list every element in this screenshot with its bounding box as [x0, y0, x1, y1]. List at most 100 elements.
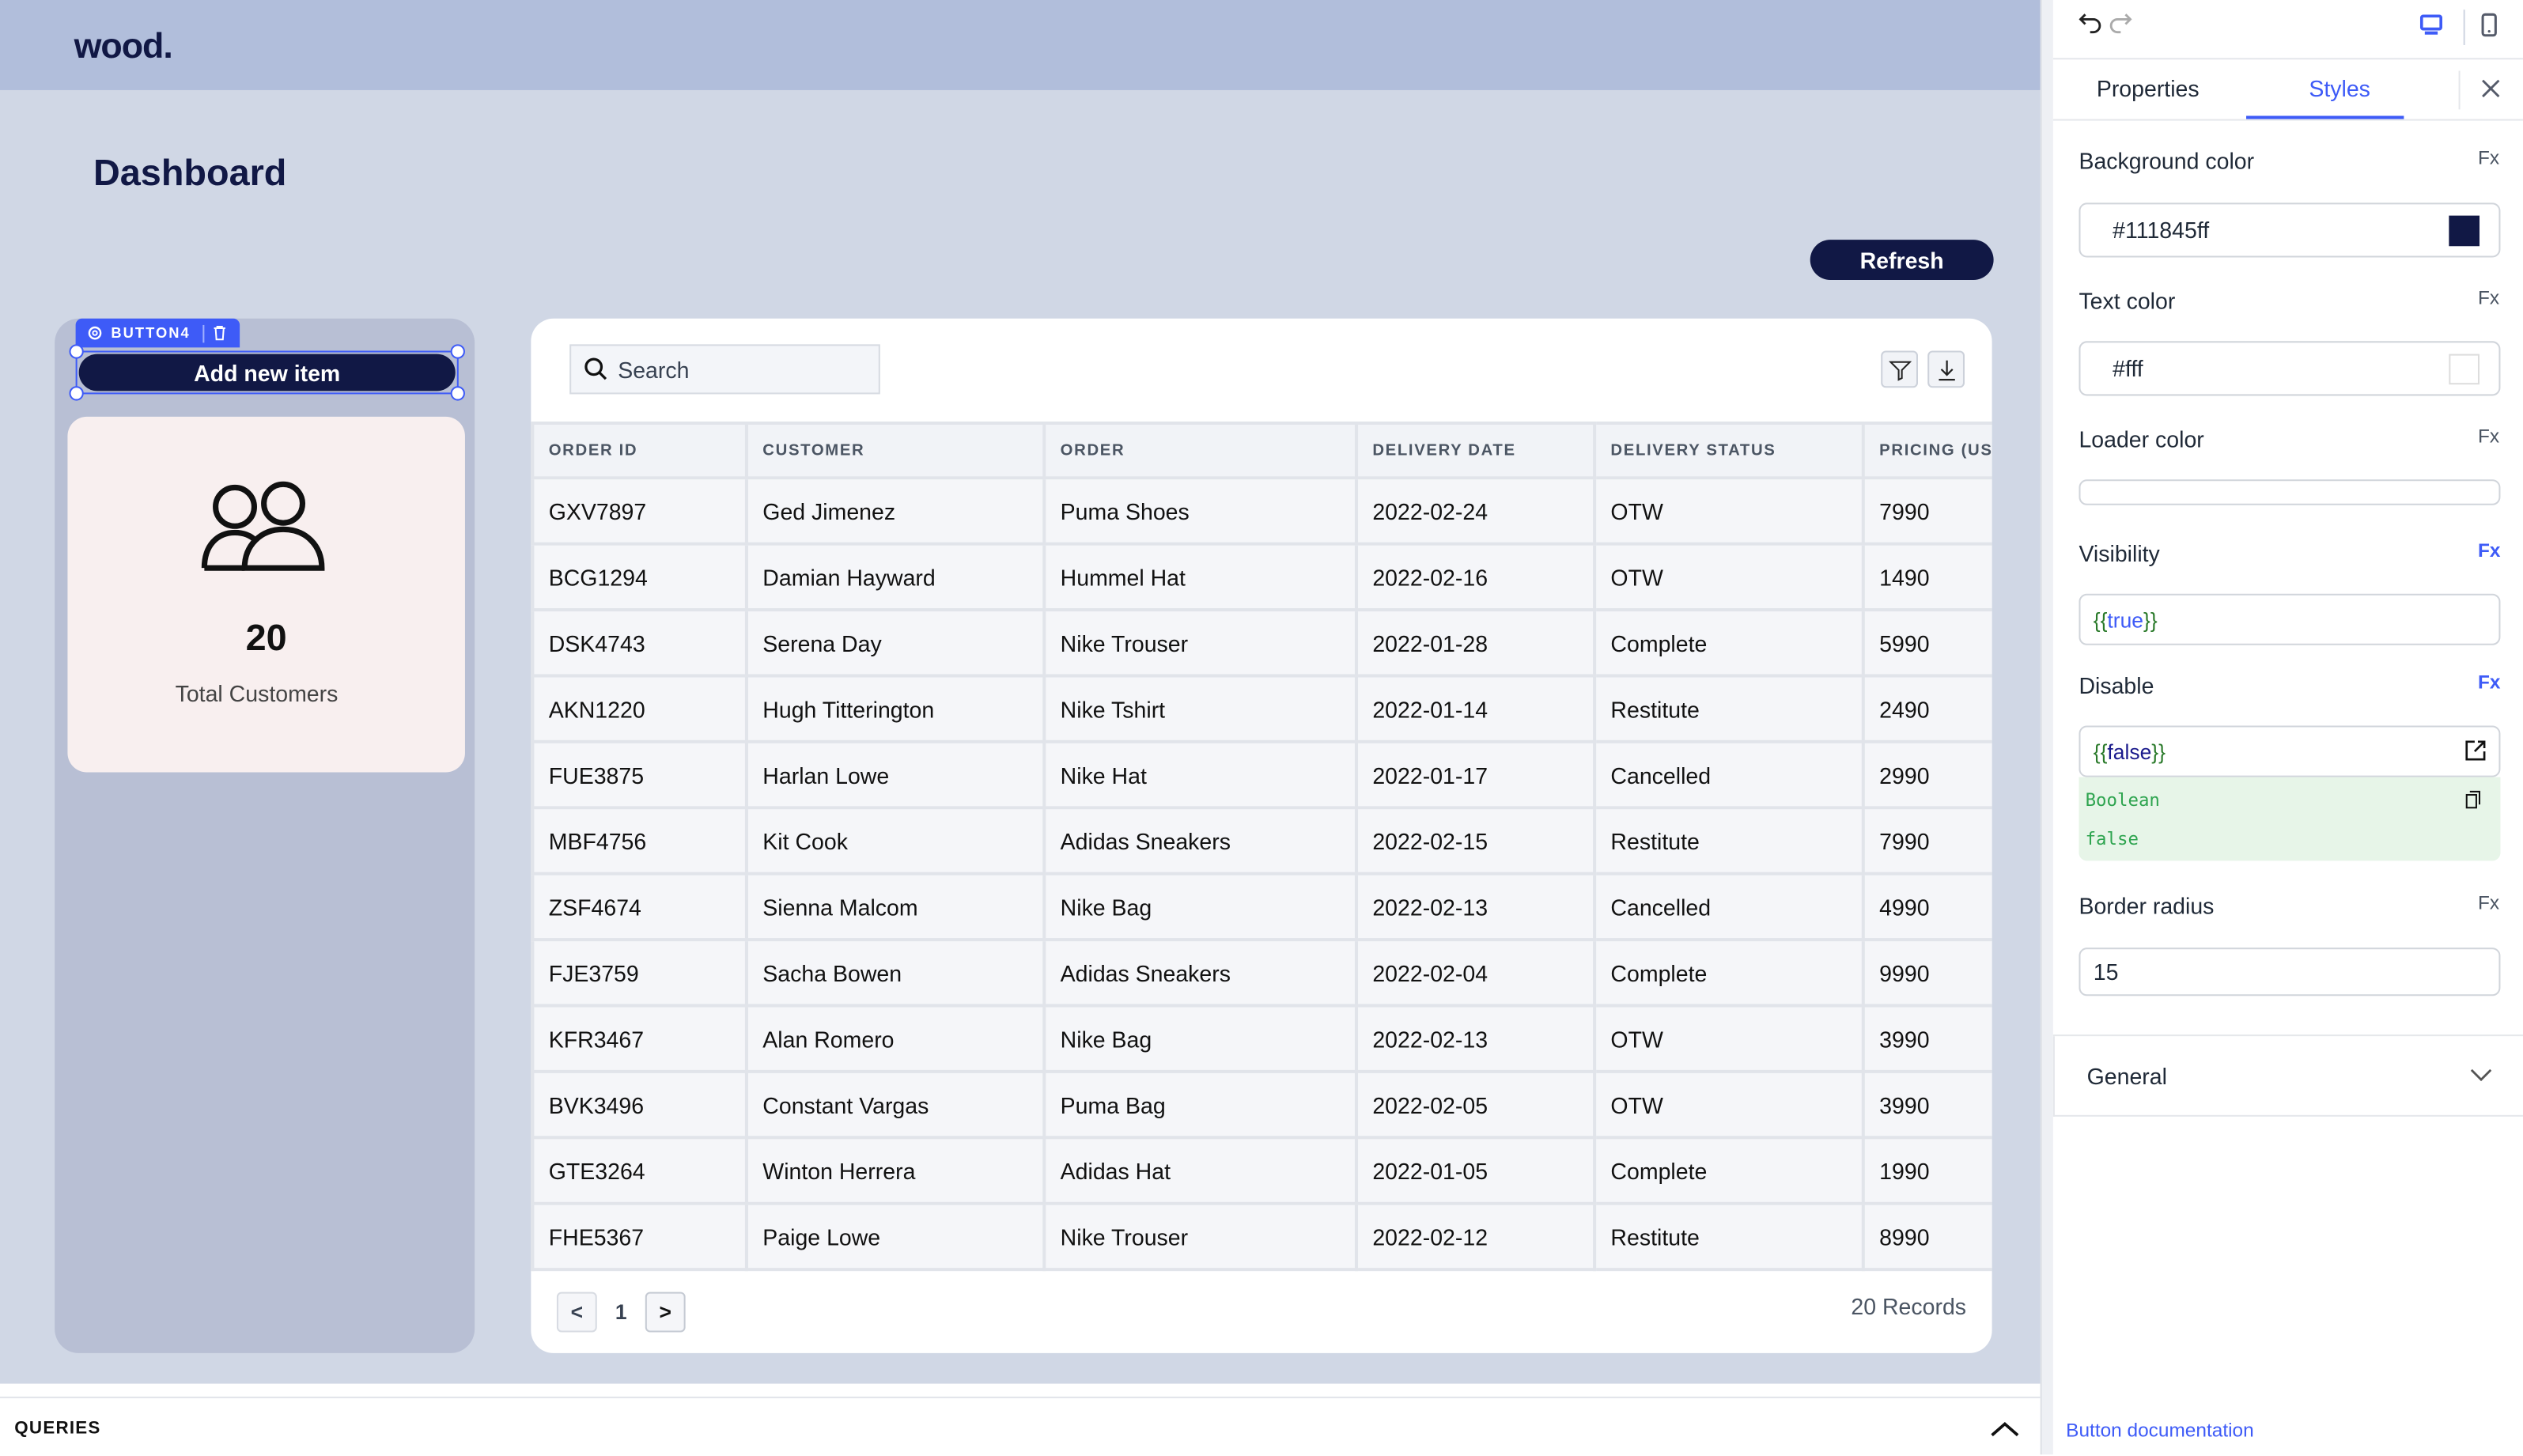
color-swatch[interactable]	[2449, 354, 2480, 385]
table-row[interactable]: GTE3264 Winton Herrera Adidas Hat 2022-01-0…	[531, 1136, 1992, 1205]
table-cell: Constant Vargas	[744, 1069, 1046, 1140]
table-row[interactable]: BCG1294 Damian Hayward Hummel Hat 2022-02-1…	[531, 542, 1992, 612]
table-cell: 2022-01-05	[1354, 1136, 1597, 1205]
color-swatch[interactable]	[2449, 215, 2480, 247]
column-header[interactable]: ORDER	[1042, 422, 1359, 480]
component-name: BUTTON4	[111, 324, 191, 342]
visibility-field[interactable]: {{true}}	[2079, 593, 2501, 645]
download-icon	[1938, 359, 1954, 380]
table-cell: 2022-02-15	[1354, 806, 1597, 875]
filter-icon	[1888, 360, 1911, 380]
disable-field[interactable]: {{false}}	[2079, 725, 2501, 777]
app-header: wood.	[0, 0, 2041, 90]
text-color-value: #fff	[2113, 355, 2143, 382]
table-row[interactable]: MBF4756 Kit Cook Adidas Sneakers 2022-02-15…	[531, 806, 1992, 875]
close-icon[interactable]	[2481, 79, 2500, 98]
table-cell: 5990	[1861, 608, 1992, 678]
fx-toggle[interactable]: Fx	[2477, 146, 2500, 169]
table-row[interactable]: AKN1220 Hugh Titterington Nike Tshirt 2022-…	[531, 674, 1992, 743]
background-color-label: Background color	[2079, 148, 2255, 174]
divider	[2052, 119, 2523, 121]
column-header[interactable]: PRICING (USD)	[1861, 422, 1992, 480]
component-badge[interactable]: BUTTON4	[75, 318, 240, 348]
general-section-toggle[interactable]: General	[2052, 1036, 2523, 1117]
filter-button[interactable]	[1881, 350, 1919, 388]
expand-icon[interactable]	[2465, 740, 2486, 761]
desktop-icon[interactable]	[2419, 14, 2443, 35]
chevron-up-icon[interactable]	[1991, 1420, 2020, 1437]
table-cell: 2022-02-12	[1354, 1201, 1597, 1272]
queries-label: QUERIES	[14, 1419, 101, 1439]
tab-properties[interactable]: Properties	[2096, 75, 2200, 102]
table-row[interactable]: ZSF4674 Sienna Malcom Nike Bag 2022-02-13 Ca…	[531, 872, 1992, 942]
table-cell: 2990	[1861, 739, 1992, 810]
queries-panel[interactable]: QUERIES	[0, 1396, 2041, 1456]
fx-toggle[interactable]: Fx	[2477, 286, 2500, 309]
table-cell: Winton Herrera	[744, 1136, 1046, 1205]
resize-handle[interactable]	[450, 386, 465, 401]
trash-icon[interactable]	[213, 325, 227, 341]
table-cell: 3990	[1861, 1004, 1992, 1073]
table-row[interactable]: FUE3875 Harlan Lowe Nike Hat 2022-01-17 Canc…	[531, 739, 1992, 810]
general-label: General	[2086, 1063, 2167, 1090]
page-title: Dashboard	[93, 151, 287, 194]
resize-handle[interactable]	[450, 344, 465, 359]
text-color-field[interactable]: #fff	[2079, 341, 2501, 396]
search-placeholder: Search	[618, 356, 690, 383]
table-row[interactable]: GXV7897 Ged Jimenez Puma Shoes 2022-02-24 OT…	[531, 476, 1992, 546]
evaluated-preview: Boolean false	[2079, 777, 2501, 861]
table-cell: Hummel Hat	[1042, 542, 1359, 612]
fx-toggle[interactable]: Fx	[2477, 671, 2501, 694]
table-cell: OTW	[1593, 1069, 1865, 1140]
preview-value: false	[2085, 828, 2139, 850]
fx-toggle[interactable]: Fx	[2477, 891, 2500, 914]
column-header[interactable]: ORDER ID	[531, 422, 748, 480]
table-cell: GTE3264	[531, 1136, 748, 1205]
resize-handle[interactable]	[69, 386, 84, 401]
copy-icon[interactable]	[2465, 790, 2481, 809]
column-header[interactable]: DELIVERY DATE	[1354, 422, 1597, 480]
disable-label: Disable	[2079, 672, 2154, 698]
background-color-field[interactable]: #111845ff	[2079, 202, 2501, 258]
divider	[2052, 58, 2523, 60]
canvas-scrollbar[interactable]	[2040, 0, 2053, 1455]
active-tab-indicator	[2246, 115, 2404, 119]
undo-icon[interactable]	[2079, 13, 2101, 34]
fx-toggle[interactable]: Fx	[2477, 539, 2501, 562]
inspector-panel: Properties Styles Background color Fx #1…	[2052, 0, 2523, 1455]
divider	[2458, 70, 2461, 110]
table-row[interactable]: DSK4743 Serena Day Nike Trouser 2022-01-28 C…	[531, 608, 1992, 678]
documentation-link[interactable]: Button documentation	[2066, 1419, 2254, 1442]
tab-styles[interactable]: Styles	[2309, 75, 2370, 102]
table-cell: 1490	[1861, 542, 1992, 612]
next-page-button[interactable]: >	[645, 1291, 686, 1333]
fx-toggle[interactable]: Fx	[2477, 425, 2500, 448]
column-header[interactable]: DELIVERY STATUS	[1593, 422, 1865, 480]
redo-icon[interactable]	[2109, 13, 2132, 34]
table-cell: Cancelled	[1593, 739, 1865, 810]
table-row[interactable]: BVK3496 Constant Vargas Puma Bag 2022-02-05…	[531, 1069, 1992, 1140]
table-cell: ZSF4674	[531, 872, 748, 942]
table-cell: Restitute	[1593, 1201, 1865, 1272]
refresh-button[interactable]: Refresh	[1810, 240, 1994, 280]
table-cell: Complete	[1593, 608, 1865, 678]
resize-handle[interactable]	[69, 344, 84, 359]
table-row[interactable]: FHE5367 Paige Lowe Nike Trouser 2022-02-12 R…	[531, 1201, 1992, 1272]
prev-page-button[interactable]: <	[556, 1291, 597, 1333]
stat-label: Total Customers	[175, 680, 339, 707]
table-row[interactable]: FJE3759 Sacha Bowen Adidas Sneakers 2022-02…	[531, 938, 1992, 1008]
stat-value: 20	[245, 616, 287, 659]
selection-outline	[75, 350, 459, 395]
stat-card: 20 Total Customers	[67, 416, 465, 773]
table-cell: Serena Day	[744, 608, 1046, 678]
data-table: ORDER ID CUSTOMER ORDER DELIVERY DATE DELIVE…	[531, 422, 1992, 1272]
download-button[interactable]	[1927, 350, 1965, 388]
add-new-item-button[interactable]: Add new item	[78, 354, 456, 391]
logo: wood.	[74, 25, 173, 66]
table-row[interactable]: KFR3467 Alan Romero Nike Bag 2022-02-13 OTW 3…	[531, 1004, 1992, 1073]
column-header[interactable]: CUSTOMER	[744, 422, 1046, 480]
loader-color-field[interactable]	[2079, 479, 2501, 505]
border-radius-input[interactable]: 15	[2079, 947, 2501, 997]
mobile-icon[interactable]	[2481, 13, 2497, 37]
search-input[interactable]: Search	[569, 344, 880, 395]
